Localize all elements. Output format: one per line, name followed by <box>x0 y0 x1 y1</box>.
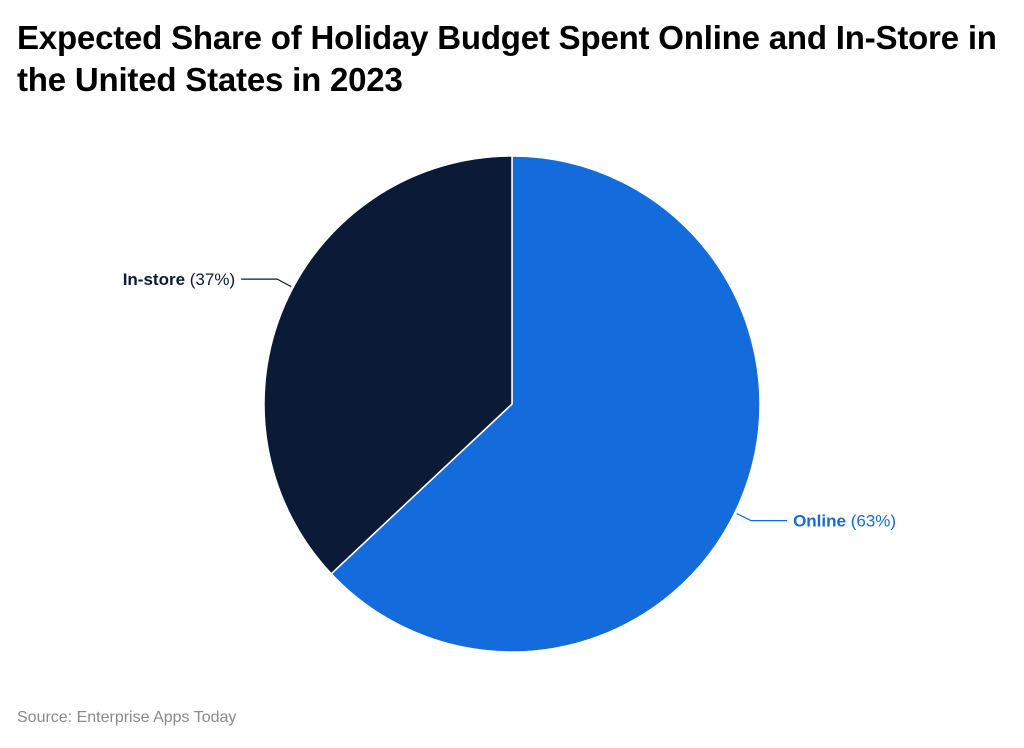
leader-line-online <box>736 513 788 522</box>
data-label-in-store: In-store (37%) <box>123 270 235 289</box>
data-label-online: Online (63%) <box>793 512 896 531</box>
chart-title: Expected Share of Holiday Budget Spent O… <box>17 19 997 98</box>
data-label-name: Online <box>793 512 846 531</box>
data-label-percent: (37%) <box>185 270 235 289</box>
pie-slice-in-store <box>263 155 513 575</box>
data-label-percent: (63%) <box>846 512 896 531</box>
source-note: Source: Enterprise Apps Today <box>17 709 237 726</box>
pie-slice-online <box>330 155 761 653</box>
leader-line-in-store <box>241 278 292 288</box>
data-label-name: In-store <box>123 270 185 289</box>
